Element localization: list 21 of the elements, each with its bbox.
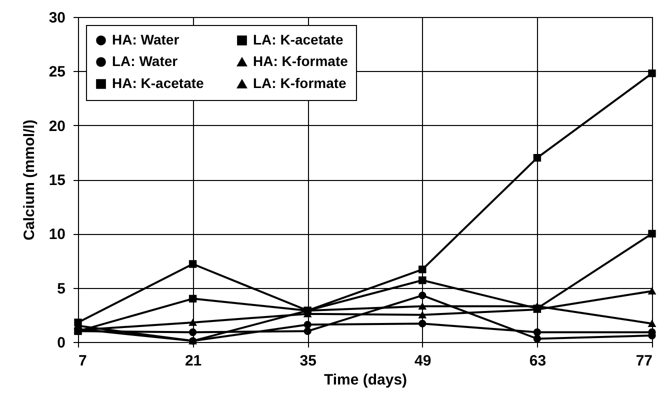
y-tick-label: 10	[48, 226, 66, 244]
y-axis-title: Calcium (mmol/l)	[20, 120, 38, 240]
y-tick-label: 20	[48, 118, 66, 135]
x-tick-label: 35	[300, 352, 316, 370]
x-tick-label: 7	[78, 352, 87, 370]
y-tick-label: 25	[48, 64, 66, 81]
y-tick-label: 5	[57, 280, 66, 298]
y-tick-label: 15	[48, 172, 66, 189]
legend-label: LA: Water	[112, 53, 178, 69]
legend-label: LA: K-acetate	[253, 31, 344, 48]
x-axis-title: Time (days)	[324, 372, 408, 388]
legend-label: HA: Water	[112, 31, 180, 48]
x-tick-label: 49	[414, 352, 432, 370]
x-tick-label: 21	[184, 352, 202, 370]
y-tick-label: 30	[48, 10, 66, 26]
x-tick-label: 63	[529, 352, 546, 370]
x-tick-label: 77	[636, 352, 652, 370]
legend-label: LA: K-formate	[253, 75, 347, 91]
legend-label: HA: K-formate	[253, 53, 348, 69]
y-tick-label: 0	[57, 334, 66, 352]
legend-label: HA: K-acetate	[112, 75, 204, 91]
